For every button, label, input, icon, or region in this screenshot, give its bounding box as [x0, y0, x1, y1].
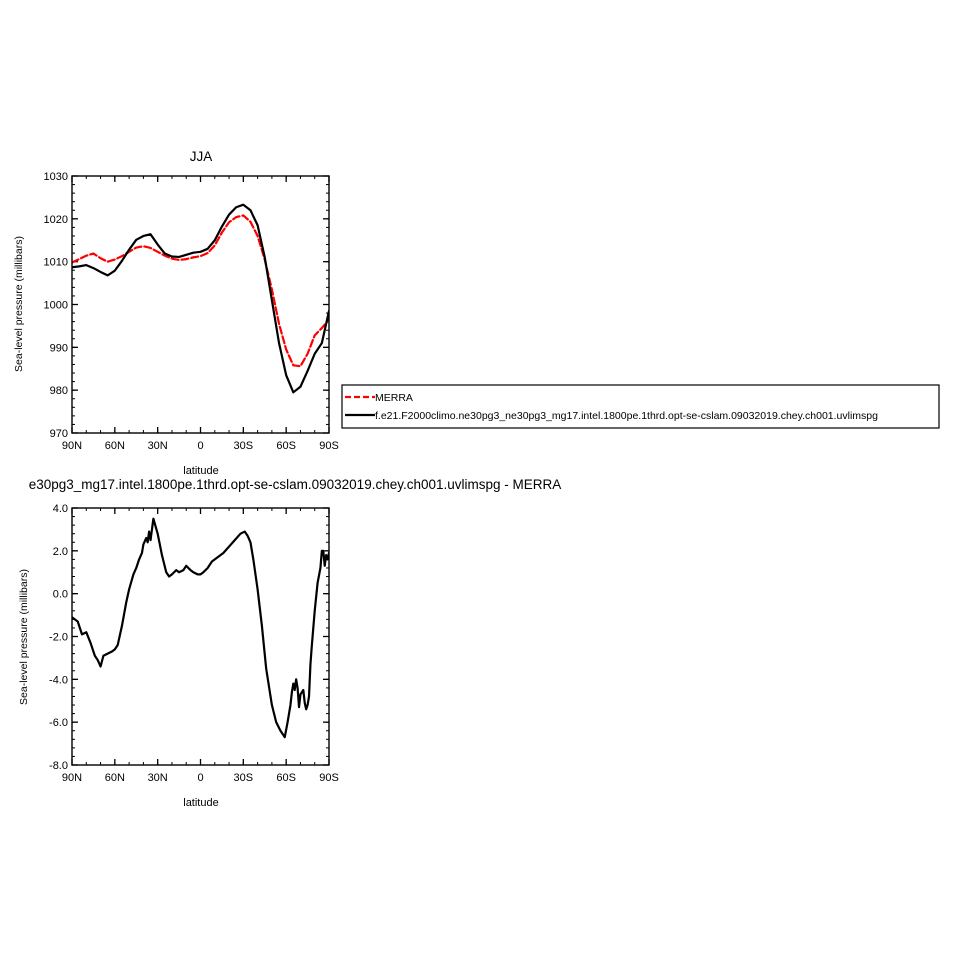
- y-tick-label: 990: [50, 342, 68, 354]
- legend-label-merra: MERRA: [375, 392, 413, 404]
- legend-label-model: f.e21.F2000climo.ne30pg3_ne30pg3_mg17.in…: [375, 410, 878, 422]
- x-tick-label: 60S: [276, 772, 296, 784]
- y-tick-label: 4.0: [53, 503, 68, 515]
- y-axis-label: Sea-level pressure (millibars): [18, 569, 30, 705]
- series-line-0: [72, 517, 329, 739]
- x-tick-label: 0: [197, 440, 203, 452]
- x-tick-label: 90S: [319, 440, 339, 452]
- slp-plot-area: 90N 60N 30N 0 30S 60S 90S 970 980 990 1000 1010 1020…: [44, 171, 339, 452]
- slp-climatology-panel: JJA 90N 60N 30N 0 30S 60S 90S 970 980 990 1000 1010…: [13, 149, 339, 477]
- y-tick-label: -4.0: [49, 674, 68, 686]
- chart-title-jja: JJA: [190, 149, 213, 164]
- x-tick-label: 30N: [148, 772, 168, 784]
- difference-plot-area: 90N 60N 30N 0 30S 60S 90S -8.0 -6.0 -4.0 -2.0 0.0 2.…: [49, 503, 339, 784]
- series-line-0: [72, 214, 329, 368]
- x-tick-label: 60N: [105, 440, 125, 452]
- y-tick-label: 1020: [44, 214, 68, 226]
- y-tick-label: 0.0: [53, 589, 68, 601]
- x-tick-label: 30S: [234, 440, 254, 452]
- y-tick-label: 1000: [44, 300, 68, 312]
- x-axis-label: latitude: [183, 797, 218, 809]
- y-tick-label: -8.0: [49, 760, 68, 772]
- x-tick-label: 0: [197, 772, 203, 784]
- y-axis-label: Sea-level pressure (millibars): [13, 236, 25, 372]
- x-tick-label: 30N: [148, 440, 168, 452]
- y-tick-label: 1010: [44, 257, 68, 269]
- plot-frame: [71, 507, 330, 766]
- x-tick-label: 90N: [62, 772, 82, 784]
- x-tick-label: 60S: [276, 440, 296, 452]
- y-tick-label: -2.0: [49, 632, 68, 644]
- plot-frame: [71, 175, 330, 434]
- x-tick-label: 90N: [62, 440, 82, 452]
- x-tick-label: 30S: [234, 772, 254, 784]
- chart-title-difference: e30pg3_mg17.intel.1800pe.1thrd.opt-se-cs…: [29, 477, 562, 492]
- x-tick-label: 90S: [319, 772, 339, 784]
- y-tick-label: -6.0: [49, 717, 68, 729]
- x-tick-label: 60N: [105, 772, 125, 784]
- slp-difference-panel: e30pg3_mg17.intel.1800pe.1thrd.opt-se-cs…: [18, 477, 561, 809]
- y-tick-label: 1030: [44, 171, 68, 183]
- y-tick-label: 970: [50, 428, 68, 440]
- y-tick-label: 980: [50, 385, 68, 397]
- legend: MERRA f.e21.F2000climo.ne30pg3_ne30pg3_m…: [341, 384, 940, 429]
- legend-box: [341, 384, 940, 429]
- y-tick-label: 2.0: [53, 546, 68, 558]
- x-axis-label: latitude: [183, 465, 218, 477]
- series-line-1: [72, 203, 329, 394]
